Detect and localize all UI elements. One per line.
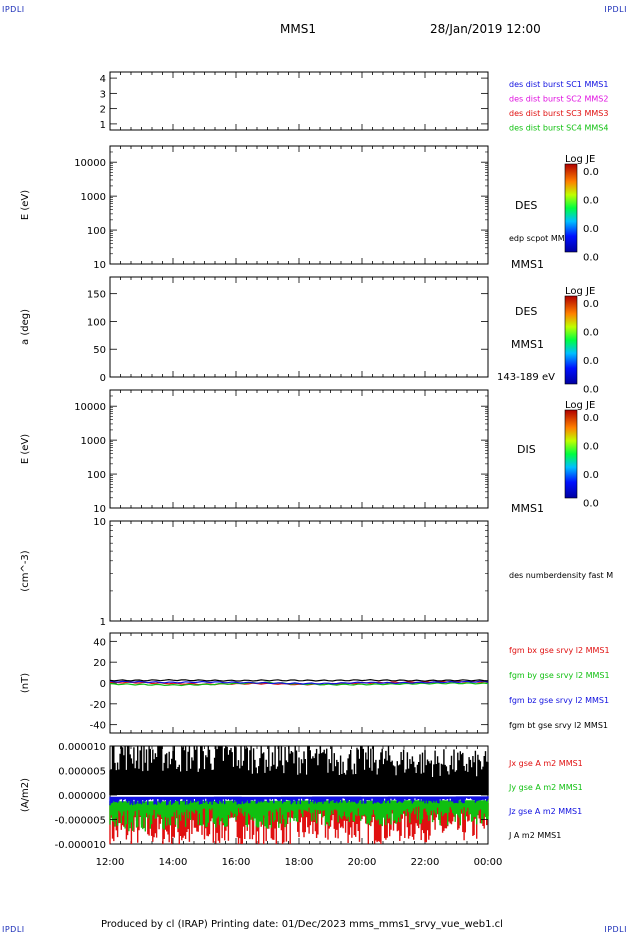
footer-text: Produced by cl (IRAP) Printing date: 01/… xyxy=(101,919,503,930)
panel-frame-1 xyxy=(109,71,489,131)
colorbar-tick-label: 0.0 xyxy=(583,413,599,424)
legend-entry: des dist burst SC2 MMS2 xyxy=(509,95,608,104)
y-tick-label: 1 xyxy=(100,617,106,628)
y-tick-label: 10 xyxy=(93,260,106,271)
panel-label: DES xyxy=(515,199,537,212)
legend-entry: des numberdensity fast M xyxy=(509,571,613,580)
panel-label: DES xyxy=(515,305,537,318)
series-line-3 xyxy=(109,796,489,806)
colorbar-tick-label: 0.0 xyxy=(583,167,599,178)
y-axis-label: (nT) xyxy=(20,673,31,693)
y-tick-label: 0 xyxy=(100,679,106,690)
x-tick-label: 22:00 xyxy=(411,857,440,868)
y-axis-label: E (eV) xyxy=(20,434,31,464)
corner-label-top-right: IPDLI xyxy=(604,5,627,14)
colorbar-tick-label: 0.0 xyxy=(583,499,599,510)
y-axis-label: (A/m2) xyxy=(20,778,31,812)
y-tick-label: 10 xyxy=(93,504,106,515)
legend-entry: Jx gse A m2 MMS1 xyxy=(508,759,583,768)
y-tick-label: 100 xyxy=(87,226,106,237)
plot-title: MMS1 xyxy=(280,22,316,36)
y-tick-label: 0.000010 xyxy=(58,742,106,753)
colorbar xyxy=(564,295,578,385)
colorbar-title: Log JE xyxy=(565,154,595,165)
y-tick-label: -20 xyxy=(90,700,106,711)
y-tick-label: 150 xyxy=(87,290,106,301)
corner-label-bottom-left: IPDLI xyxy=(2,925,25,934)
legend-entry: Jy gse A m2 MMS1 xyxy=(508,783,583,792)
legend-entry: Jz gse A m2 MMS1 xyxy=(508,807,582,816)
colorbar-tick-label: 0.0 xyxy=(583,253,599,264)
y-tick-label: 10000 xyxy=(74,402,106,413)
colorbar-tick-label: 0.0 xyxy=(583,470,599,481)
legend-entry: des dist burst SC1 MMS1 xyxy=(509,80,608,89)
panel-label: 143-189 eV xyxy=(497,372,555,383)
x-tick-label: 12:00 xyxy=(96,857,125,868)
y-tick-label: 100 xyxy=(87,317,106,328)
panel-frame-5 xyxy=(109,520,489,622)
legend-entry: fgm bz gse srvy l2 MMS1 xyxy=(509,696,609,705)
colorbar-tick-label: 0.0 xyxy=(583,224,599,235)
y-tick-label: 0.000005 xyxy=(58,767,106,778)
panel-label: MMS1 xyxy=(511,502,544,515)
y-axis-label: E (eV) xyxy=(20,190,31,220)
y-tick-label: 40 xyxy=(93,637,106,648)
plot-date: 28/Jan/2019 12:00 xyxy=(430,22,541,36)
y-axis-label: a (deg) xyxy=(20,309,31,345)
colorbar-title: Log JE xyxy=(565,286,595,297)
y-tick-label: 4 xyxy=(100,74,106,85)
x-tick-label: 18:00 xyxy=(285,857,314,868)
legend-entry: J A m2 MMS1 xyxy=(508,831,561,840)
colorbar-tick-label: 0.0 xyxy=(583,196,599,207)
x-tick-label: 14:00 xyxy=(159,857,188,868)
y-tick-label: 0 xyxy=(100,373,106,384)
colorbar-tick-label: 0.0 xyxy=(583,385,599,396)
colorbar-title: Log JE xyxy=(565,400,595,411)
y-tick-label: 2 xyxy=(100,105,106,116)
colorbar xyxy=(564,163,578,253)
panel-frame-4 xyxy=(109,389,489,509)
y-tick-label: 3 xyxy=(100,89,106,100)
colorbar-tick-label: 0.0 xyxy=(583,299,599,310)
legend-entry: fgm bx gse srvy l2 MMS1 xyxy=(509,646,610,655)
overlay-label: edp scpot MMS1 xyxy=(509,234,575,243)
y-tick-label: 10 xyxy=(93,517,106,528)
colorbar xyxy=(564,409,578,499)
panel-frame-3 xyxy=(109,276,489,378)
x-tick-label: 20:00 xyxy=(348,857,377,868)
y-tick-label: -0.000005 xyxy=(55,816,106,827)
x-tick-label: 16:00 xyxy=(222,857,251,868)
y-tick-label: 1 xyxy=(100,120,106,131)
y-tick-label: 10000 xyxy=(74,158,106,169)
legend-entry: des dist burst SC4 MMS4 xyxy=(509,124,608,133)
legend-entry: fgm by gse srvy l2 MMS1 xyxy=(509,671,610,680)
series-line-4 xyxy=(109,678,489,682)
corner-label-top-left: IPDLI xyxy=(2,5,25,14)
panel-frame-2 xyxy=(109,145,489,265)
series-line-2 xyxy=(109,800,489,832)
colorbar-tick-label: 0.0 xyxy=(583,356,599,367)
corner-label-bottom-right: IPDLI xyxy=(604,925,627,934)
y-tick-label: 1000 xyxy=(81,192,106,203)
y-tick-label: -0.000010 xyxy=(55,840,106,851)
colorbar-tick-label: 0.0 xyxy=(583,328,599,339)
y-tick-label: 20 xyxy=(93,658,106,669)
legend-entry: fgm bt gse srvy l2 MMS1 xyxy=(509,721,608,730)
panel-label: MMS1 xyxy=(511,338,544,351)
y-tick-label: 50 xyxy=(93,345,106,356)
panel-label: MMS1 xyxy=(511,258,544,271)
series-line-3 xyxy=(109,680,489,685)
y-axis-label: (cm^-3) xyxy=(20,550,31,591)
y-tick-label: 0.000000 xyxy=(58,791,106,802)
y-tick-label: -40 xyxy=(90,721,106,732)
series-line-4 xyxy=(109,746,489,795)
y-tick-label: 100 xyxy=(87,470,106,481)
y-tick-label: 1000 xyxy=(81,436,106,447)
x-tick-label: 00:00 xyxy=(474,857,503,868)
legend-entry: des dist burst SC3 MMS3 xyxy=(509,109,608,118)
panel-label: DIS xyxy=(517,443,536,456)
colorbar-tick-label: 0.0 xyxy=(583,442,599,453)
